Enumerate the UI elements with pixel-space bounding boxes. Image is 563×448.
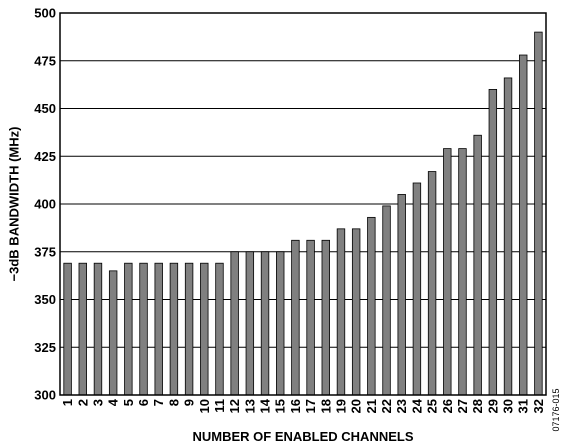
x-tick-label: 15 — [273, 399, 288, 413]
x-tick-label: 7 — [151, 399, 166, 406]
bar — [412, 182, 422, 396]
y-tick-label: 375 — [34, 244, 56, 259]
bar — [291, 239, 300, 396]
x-tick-label: 8 — [166, 399, 181, 406]
bar — [519, 54, 528, 396]
x-tick-label: 25 — [425, 399, 440, 413]
y-tick-label: 450 — [34, 101, 56, 116]
x-tick-label: 26 — [440, 399, 455, 413]
x-tick-label: 31 — [516, 399, 531, 413]
x-tick-label: 24 — [409, 398, 424, 413]
x-tick-label: 29 — [485, 399, 500, 413]
x-tick-label: 22 — [379, 399, 394, 413]
x-tick-label: 28 — [470, 399, 485, 413]
y-tick-label: 400 — [34, 197, 56, 212]
bar — [503, 77, 513, 396]
plot-frame — [59, 12, 547, 396]
bar — [154, 262, 163, 396]
x-tick-label: 6 — [136, 399, 151, 406]
bar — [534, 31, 543, 396]
x-tick-label: 13 — [242, 399, 257, 413]
y-tick-label: 500 — [34, 6, 56, 21]
x-tick-label: 12 — [227, 399, 242, 413]
y-axis-title: −3dB BANDWIDTH (MHz) — [7, 127, 22, 282]
bar — [351, 228, 361, 396]
bar — [93, 262, 103, 396]
bar — [169, 262, 179, 396]
x-tick-label: 3 — [90, 399, 105, 406]
x-tick-label: 14 — [258, 398, 273, 413]
x-tick-label: 1 — [60, 399, 75, 406]
bar — [443, 148, 452, 396]
bar — [139, 262, 148, 396]
bar — [230, 251, 239, 396]
bar — [336, 228, 346, 396]
y-tick-labels: 300 325 350 375 400 425 450 475 500 — [34, 6, 56, 403]
x-axis-title: NUMBER OF ENABLED CHANNELS — [193, 429, 414, 444]
y-tick-label: 475 — [34, 53, 56, 68]
bar — [260, 251, 270, 396]
bar — [473, 134, 482, 396]
bars — [63, 31, 543, 396]
bar — [124, 262, 133, 396]
x-tick-label: 11 — [212, 399, 227, 413]
x-tick-label: 30 — [501, 399, 516, 413]
figure-code: 07176-015 — [551, 388, 561, 431]
x-tick-label: 9 — [182, 399, 197, 406]
y-tick-label: 350 — [34, 292, 56, 307]
bar — [200, 262, 209, 396]
bar — [276, 251, 285, 396]
y-tick-label: 325 — [34, 340, 56, 355]
x-tick-label: 23 — [394, 399, 409, 413]
bar — [245, 251, 255, 396]
y-tick-label: 425 — [34, 149, 56, 164]
gridlines — [60, 60, 546, 348]
x-tick-label: 21 — [364, 399, 379, 413]
bar — [397, 194, 406, 396]
x-tick-label: 17 — [303, 399, 318, 413]
bar — [382, 205, 391, 396]
x-tick-label: 4 — [106, 398, 121, 406]
x-tick-label: 19 — [333, 399, 348, 413]
bar — [108, 270, 118, 396]
x-tick-label: 10 — [197, 399, 212, 413]
x-tick-label: 2 — [75, 399, 90, 406]
bar — [306, 239, 315, 396]
y-tick-label: 300 — [34, 388, 56, 403]
bar — [321, 239, 330, 396]
bar — [427, 171, 437, 396]
bar — [63, 262, 72, 396]
x-tick-label: 32 — [531, 399, 546, 413]
bar — [458, 148, 467, 396]
x-tick-label: 20 — [349, 399, 364, 413]
x-tick-labels: 1 2 3 4 5 6 7 8 9 10 11 12 13 14 15 16 17 18 19 20 21 22 23 24 2… — [60, 398, 546, 413]
bar — [78, 262, 87, 396]
bar — [488, 89, 498, 396]
bar — [184, 262, 194, 396]
x-tick-label: 16 — [288, 399, 303, 413]
x-tick-label: 18 — [318, 399, 333, 413]
bar — [367, 216, 376, 396]
x-tick-label: 5 — [121, 399, 136, 406]
bar — [215, 262, 224, 396]
x-tick-label: 27 — [455, 399, 470, 413]
